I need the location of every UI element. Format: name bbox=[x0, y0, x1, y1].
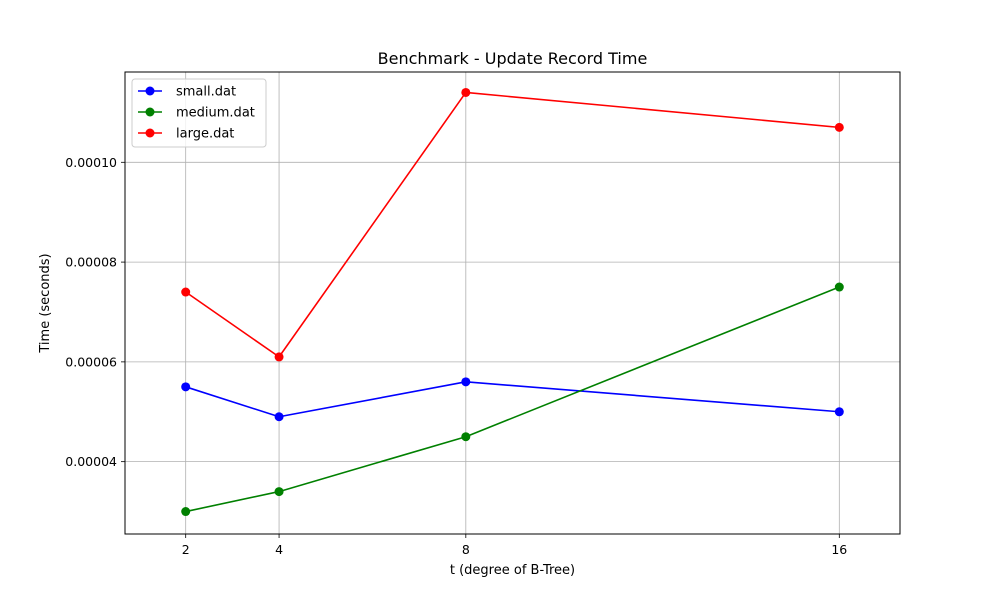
data-point bbox=[461, 432, 471, 442]
data-point bbox=[181, 382, 191, 392]
y-tick-label: 0.00008 bbox=[65, 255, 117, 270]
data-point bbox=[274, 352, 284, 362]
series-line bbox=[185, 286, 840, 513]
series-small-dat bbox=[181, 377, 844, 422]
x-tick-label: 16 bbox=[831, 542, 847, 557]
y-tick-label: 0.00010 bbox=[65, 155, 117, 170]
legend-marker-swatch bbox=[145, 107, 155, 117]
data-point bbox=[834, 282, 844, 292]
data-point bbox=[181, 287, 191, 297]
data-point bbox=[274, 487, 284, 497]
x-tick-label: 8 bbox=[462, 542, 470, 557]
data-point bbox=[461, 377, 471, 387]
legend-frame bbox=[131, 78, 267, 148]
legend: small.dat medium.dat large.dat bbox=[131, 78, 267, 148]
plot-area-background bbox=[125, 72, 900, 534]
series-large-dat bbox=[181, 87, 844, 362]
legend-items: small.dat medium.dat large.dat bbox=[138, 85, 255, 142]
data-point bbox=[274, 412, 284, 422]
y-tick-label: 0.00006 bbox=[65, 354, 117, 369]
legend-label: medium.dat bbox=[176, 106, 255, 121]
series-medium-dat bbox=[181, 282, 844, 517]
x-axis-label: t (degree of B-Tree) bbox=[450, 563, 575, 578]
x-tick-label: 4 bbox=[275, 542, 283, 557]
x-tick-label: 2 bbox=[182, 542, 190, 557]
data-point bbox=[461, 87, 471, 97]
legend-marker-swatch bbox=[145, 86, 155, 96]
y-axis-label: Time (seconds) bbox=[38, 253, 53, 353]
y-tick-label: 0.00004 bbox=[65, 454, 117, 469]
legend-label: small.dat bbox=[176, 85, 236, 100]
tick-layer: 2 4 8 16 0.00004 0.00006 0.00008 0.00010 bbox=[65, 155, 847, 557]
data-point bbox=[834, 407, 844, 417]
legend-marker-swatch bbox=[145, 128, 155, 138]
legend-item: medium.dat bbox=[138, 106, 255, 121]
plot-area-frame bbox=[124, 71, 901, 535]
data-point bbox=[181, 507, 191, 517]
series-layer bbox=[181, 87, 844, 517]
series-line bbox=[185, 381, 840, 418]
data-point bbox=[834, 122, 844, 132]
legend-label: large.dat bbox=[176, 127, 234, 142]
legend-item: large.dat bbox=[138, 127, 234, 142]
grid-layer bbox=[125, 72, 900, 534]
legend-item: small.dat bbox=[138, 85, 236, 100]
chart-title: Benchmark - Update Record Time bbox=[378, 49, 648, 68]
series-line bbox=[185, 91, 840, 358]
